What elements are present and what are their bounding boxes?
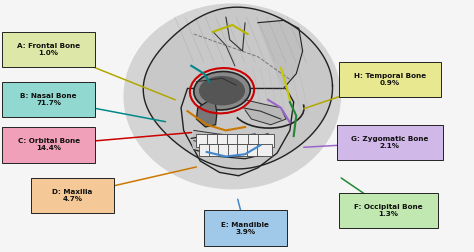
FancyBboxPatch shape (207, 134, 223, 147)
Polygon shape (196, 98, 217, 127)
FancyBboxPatch shape (204, 210, 287, 246)
Polygon shape (245, 100, 286, 125)
FancyBboxPatch shape (228, 144, 243, 156)
Polygon shape (194, 131, 255, 147)
FancyBboxPatch shape (247, 144, 262, 156)
Polygon shape (181, 88, 294, 176)
FancyBboxPatch shape (209, 144, 224, 156)
FancyBboxPatch shape (339, 62, 441, 97)
FancyBboxPatch shape (237, 134, 254, 147)
FancyBboxPatch shape (258, 134, 274, 147)
Text: C: Orbital Bone
14.4%: C: Orbital Bone 14.4% (18, 138, 80, 151)
FancyBboxPatch shape (339, 193, 438, 228)
Polygon shape (258, 20, 303, 88)
Text: B: Nasal Bone
71.7%: B: Nasal Bone 71.7% (20, 93, 77, 106)
FancyBboxPatch shape (196, 134, 213, 147)
FancyBboxPatch shape (237, 144, 253, 156)
Polygon shape (143, 7, 333, 169)
FancyBboxPatch shape (337, 125, 443, 160)
FancyBboxPatch shape (2, 32, 95, 67)
FancyBboxPatch shape (2, 82, 95, 117)
Text: E: Mandible
3.9%: E: Mandible 3.9% (221, 222, 269, 235)
FancyBboxPatch shape (227, 134, 244, 147)
FancyBboxPatch shape (2, 127, 95, 163)
Ellipse shape (123, 3, 341, 190)
Text: D: Maxilla
4.7%: D: Maxilla 4.7% (52, 189, 92, 202)
FancyBboxPatch shape (199, 144, 214, 156)
Ellipse shape (194, 72, 250, 110)
Polygon shape (191, 134, 273, 159)
FancyBboxPatch shape (217, 134, 234, 147)
FancyBboxPatch shape (247, 134, 264, 147)
Text: A: Frontal Bone
1.0%: A: Frontal Bone 1.0% (17, 43, 80, 56)
Ellipse shape (199, 76, 245, 105)
Text: G: Zygomatic Bone
2.1%: G: Zygomatic Bone 2.1% (351, 136, 428, 149)
FancyBboxPatch shape (218, 144, 234, 156)
Text: H: Temporal Bone
0.9%: H: Temporal Bone 0.9% (354, 73, 426, 86)
Text: F: Occipital Bone
1.3%: F: Occipital Bone 1.3% (355, 204, 423, 217)
FancyBboxPatch shape (31, 178, 114, 213)
FancyBboxPatch shape (256, 144, 272, 156)
